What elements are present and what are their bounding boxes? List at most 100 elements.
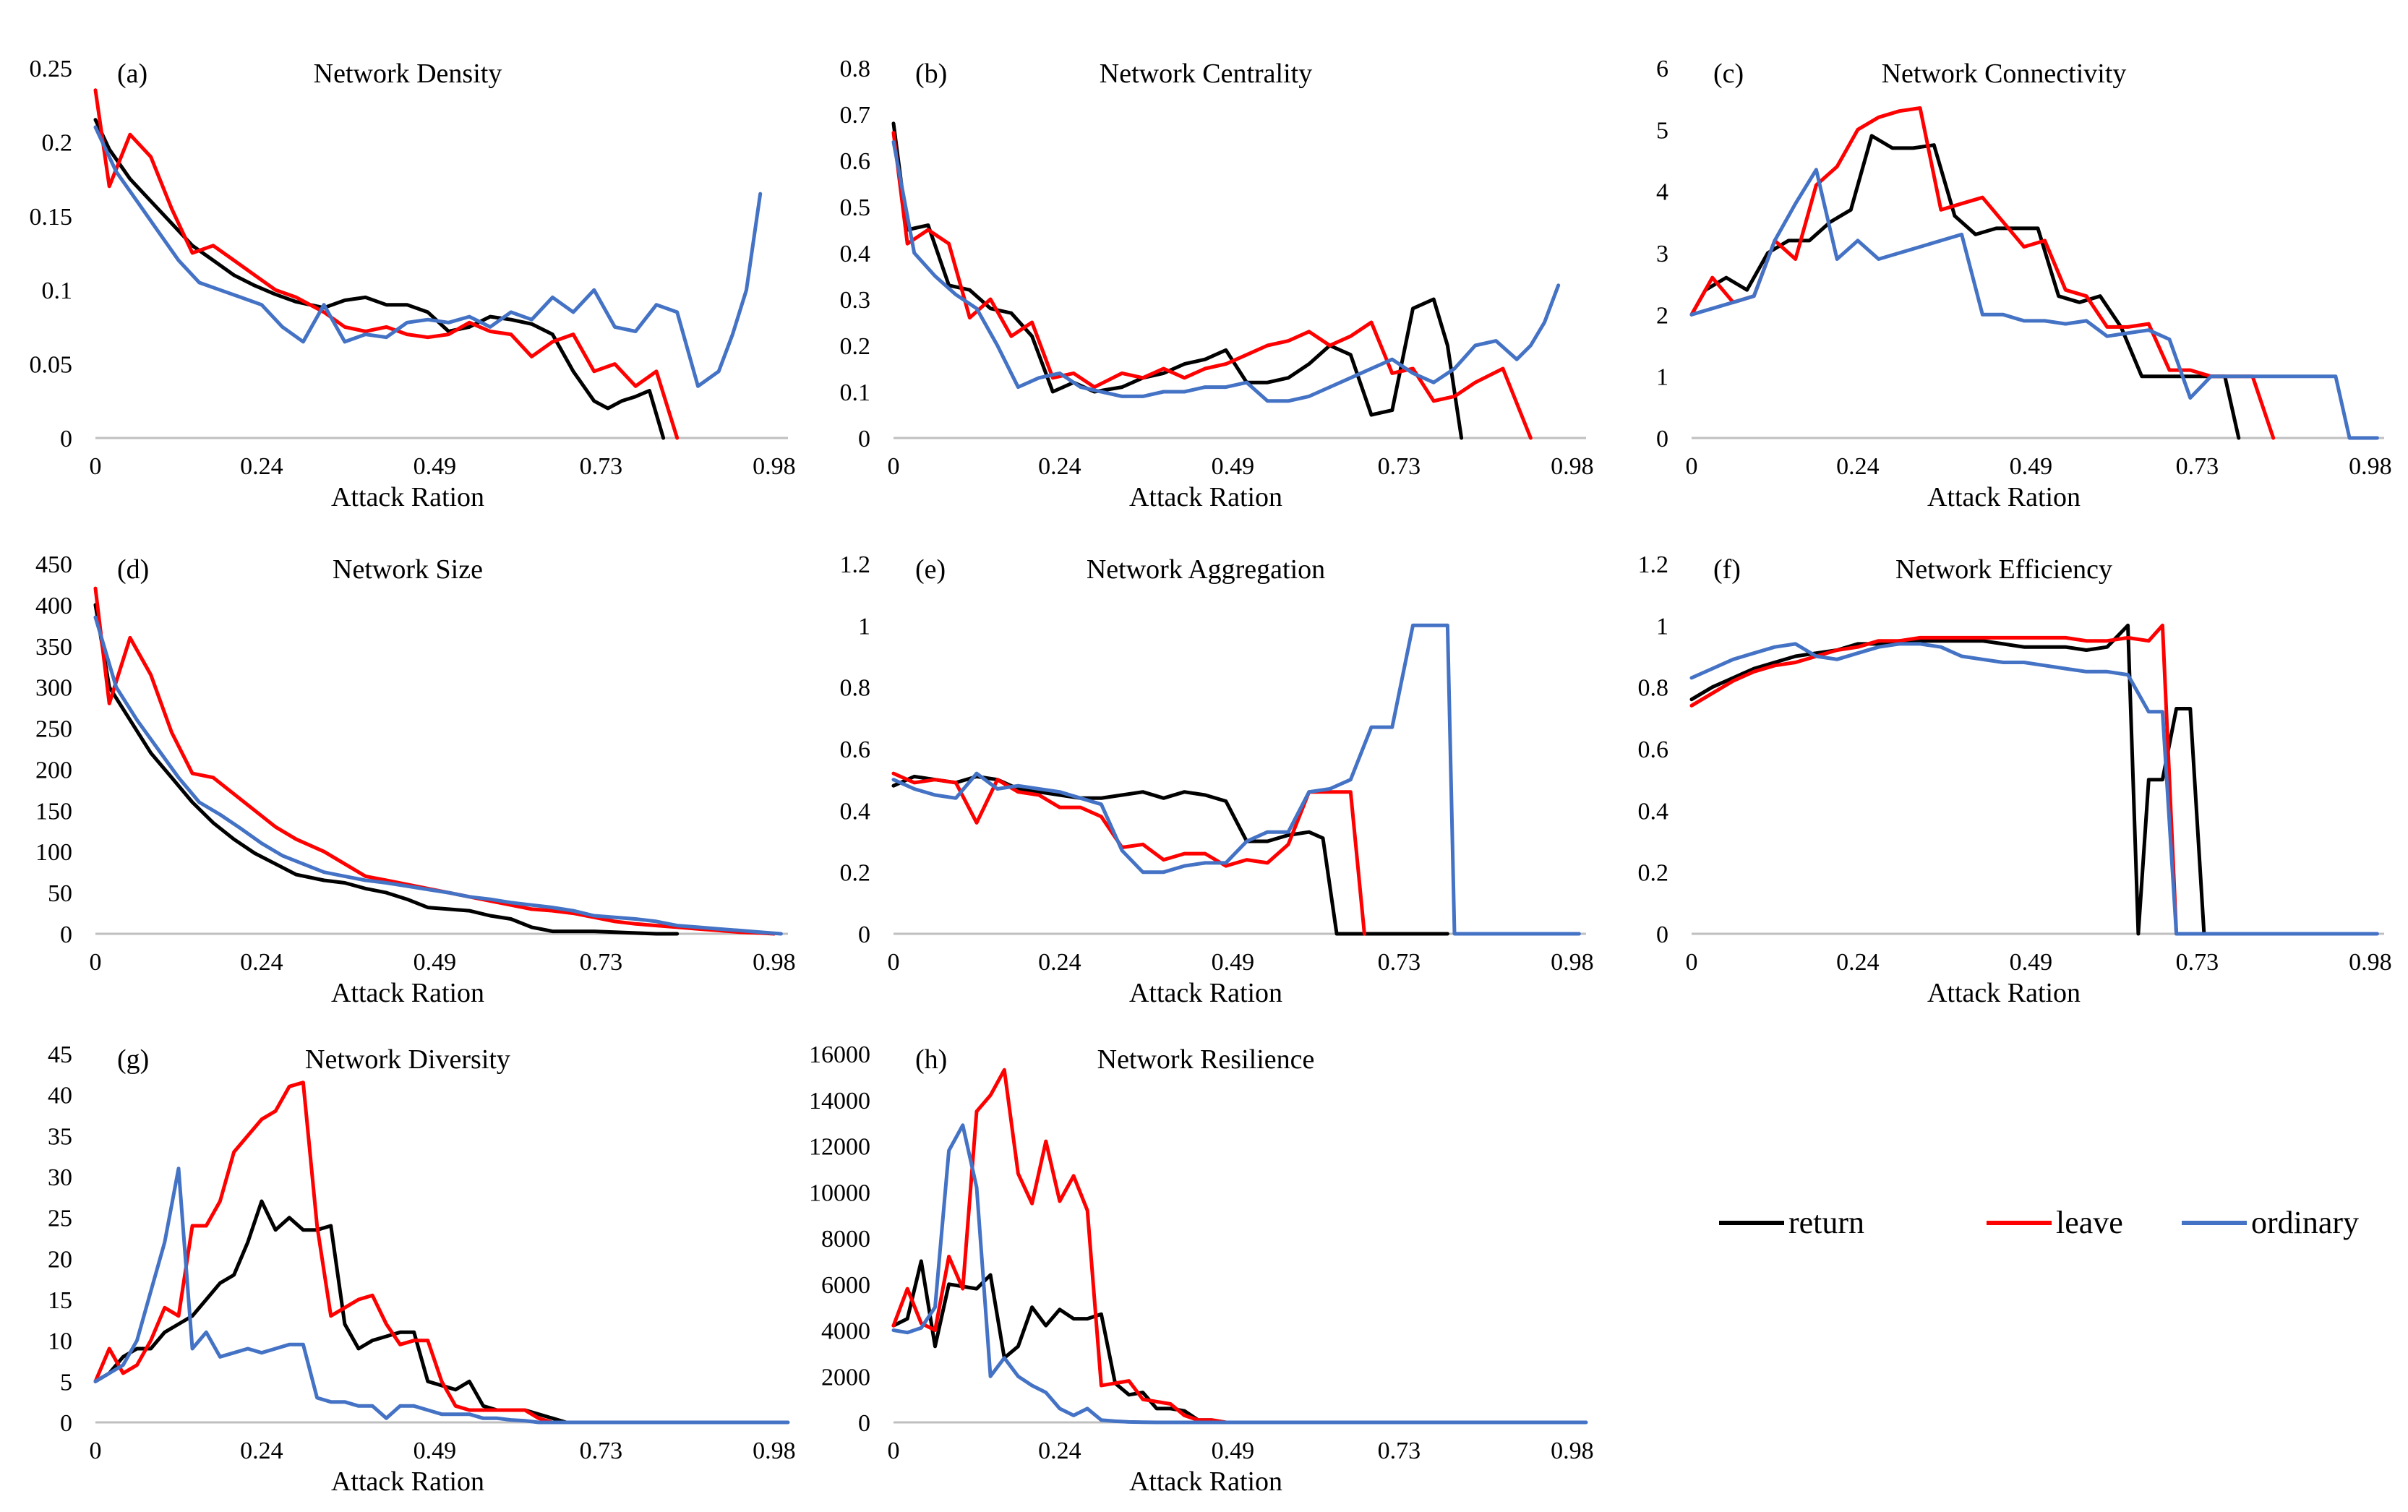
series-line-leave [93, 586, 776, 936]
x-tick-label: 0 [90, 1438, 102, 1464]
legend: return leave ordinary [1719, 1205, 2359, 1240]
y-tick-label: 1.2 [1638, 551, 1669, 578]
x-axis-title: Attack Ration [1129, 978, 1282, 1008]
legend-label-return: return [1788, 1205, 1864, 1240]
y-tick-label: 0.8 [1638, 675, 1669, 702]
y-tick-label: 350 [35, 634, 72, 661]
x-tick-label: 0 [1686, 453, 1698, 480]
y-tick-label: 0.6 [1638, 736, 1669, 763]
x-tick-label: 0 [888, 453, 900, 480]
x-tick-label: 0.73 [2176, 453, 2219, 480]
y-tick-label: 0.7 [840, 102, 871, 129]
y-tick-label: 0.2 [840, 860, 871, 887]
x-tick-label: 0.49 [1212, 453, 1255, 480]
chart-panel-a: 0 0.05 0.1 0.15 0.2 0.25 0 0.24 0.49 0.73 0.98 Atta… [30, 56, 796, 512]
x-tick-label: 0.49 [2010, 949, 2053, 976]
series-line-ordinary [891, 623, 1581, 936]
y-tick-label: 250 [35, 716, 72, 743]
series-line-return [93, 118, 666, 440]
x-tick-label: 0.49 [1212, 949, 1255, 976]
y-tick-label: 0 [858, 426, 870, 452]
series-line-leave [93, 88, 680, 440]
chart-panel-d: 0 50 100 150 200 250 300 350 400 450 0 0.24 0.49 0.73… [35, 551, 796, 1008]
y-tick-label: 0.6 [840, 736, 871, 763]
y-tick-label: 0 [858, 1410, 870, 1437]
legend-label-leave: leave [2056, 1205, 2123, 1240]
y-tick-label: 0.5 [840, 194, 871, 221]
legend-label-ordinary: ordinary [2251, 1205, 2359, 1240]
x-tick-label: 0.98 [1551, 949, 1594, 976]
series-line-leave [93, 1081, 583, 1425]
x-tick-label: 0.49 [1212, 1438, 1255, 1464]
series-line-ordinary [93, 1167, 790, 1425]
y-tick-label: 0.1 [840, 379, 871, 406]
x-tick-label: 0.98 [753, 1438, 796, 1464]
chart-title: Network Aggregation [1087, 554, 1325, 585]
y-tick-label: 100 [35, 839, 72, 866]
series-line-leave [891, 1068, 1353, 1425]
y-tick-label: 25 [48, 1206, 72, 1232]
panel-label: (b) [915, 59, 947, 89]
legend-item-return: return [1719, 1205, 1864, 1240]
chart-title: Network Centrality [1100, 59, 1312, 89]
y-tick-label: 0.2 [840, 333, 871, 360]
chart-panel-b: 0 0.1 0.2 0.3 0.4 0.5 0.6 0.7 0.8 0 0.24 0.49 0.73 0.… [840, 56, 1594, 512]
x-tick-label: 0.49 [414, 949, 457, 976]
y-tick-label: 0.4 [840, 798, 871, 825]
y-tick-label: 200 [35, 757, 72, 783]
x-tick-label: 0.98 [2349, 453, 2392, 480]
series-line-ordinary [1689, 642, 2379, 936]
x-tick-label: 0 [1686, 949, 1698, 976]
legend-item-leave: leave [1987, 1205, 2123, 1240]
legend-item-ordinary: ordinary [2182, 1205, 2359, 1240]
x-tick-label: 0.73 [580, 949, 623, 976]
x-axis-title: Attack Ration [331, 1466, 484, 1497]
x-tick-label: 0.98 [753, 949, 796, 976]
y-tick-label: 8000 [821, 1226, 870, 1253]
series-line-leave [891, 771, 1366, 936]
y-tick-label: 300 [35, 675, 72, 702]
y-tick-label: 0.05 [30, 352, 73, 379]
panel-label: (e) [915, 554, 946, 585]
x-tick-label: 0 [888, 1438, 900, 1464]
chart-panel-g: 0 5 10 15 20 25 30 35 40 45 0 0.24 0.49 0.73 0.98 Attac… [48, 1041, 796, 1497]
x-tick-label: 0.24 [1038, 949, 1081, 976]
x-axis-title: Attack Ration [1927, 482, 2081, 512]
chart-panel-e: 0 0.2 0.4 0.6 0.8 1 1.2 0 0.24 0.49 0.73 0.98 Attack… [840, 551, 1594, 1008]
y-tick-label: 1.2 [840, 551, 871, 578]
series-line-return [891, 774, 1449, 936]
x-tick-label: 0.73 [1378, 1438, 1421, 1464]
y-tick-label: 10000 [809, 1180, 870, 1206]
x-tick-label: 0.24 [240, 453, 283, 480]
y-tick-label: 1 [858, 613, 870, 640]
panel-label: (d) [117, 554, 149, 585]
chart-panel-f: 0 0.2 0.4 0.6 0.8 1 1.2 0 0.24 0.49 0.73 0.98 Attack… [1638, 551, 2392, 1008]
y-tick-label: 0.1 [42, 278, 73, 304]
x-tick-label: 0.73 [2176, 949, 2219, 976]
y-tick-label: 4000 [821, 1318, 870, 1345]
series-line-ordinary [1689, 168, 2379, 440]
y-tick-label: 0.6 [840, 148, 871, 175]
x-tick-label: 0.73 [1378, 453, 1421, 480]
y-tick-label: 0.3 [840, 287, 871, 314]
series-line-leave [891, 131, 1533, 440]
x-tick-label: 0 [888, 949, 900, 976]
x-axis-title: Attack Ration [331, 482, 484, 512]
y-tick-label: 0 [60, 426, 72, 452]
x-tick-label: 0.98 [2349, 949, 2392, 976]
y-tick-label: 20 [48, 1246, 72, 1273]
y-tick-label: 2 [1656, 302, 1668, 329]
y-tick-label: 2000 [821, 1364, 870, 1391]
y-tick-label: 1 [1656, 364, 1668, 391]
series-line-return [1689, 134, 2241, 440]
y-tick-label: 0 [858, 922, 870, 948]
x-axis-title: Attack Ration [1927, 978, 2081, 1008]
y-tick-label: 0.15 [30, 204, 73, 231]
y-tick-label: 6 [1656, 56, 1668, 82]
y-tick-label: 400 [35, 593, 72, 619]
chart-title: Network Efficiency [1895, 554, 2112, 585]
x-axis-title: Attack Ration [1129, 482, 1282, 512]
y-tick-label: 1 [1656, 613, 1668, 640]
x-tick-label: 0.24 [1038, 453, 1081, 480]
series-line-ordinary [891, 139, 1561, 403]
